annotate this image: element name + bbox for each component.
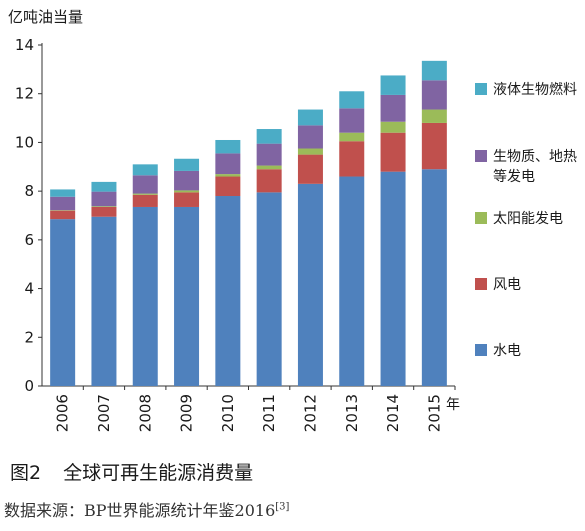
bar-segment [50, 189, 76, 197]
bar-segment [50, 196, 76, 211]
bar-segment [215, 153, 241, 175]
figure-caption: 图2 全球可再生能源消费量 [10, 458, 253, 485]
legend-label: 液体生物燃料 [493, 81, 577, 98]
legend-swatch [475, 278, 487, 290]
legend-label: 生物质、地热等发电 [493, 149, 577, 185]
bar-segment [297, 148, 323, 155]
bar-segment [215, 174, 241, 177]
x-tick-label: 2006 [54, 394, 72, 432]
bar-segment [339, 91, 365, 109]
bar-segment [132, 193, 158, 195]
figure-title: 全球可再生能源消费量 [63, 462, 254, 484]
bar-segment [256, 169, 282, 193]
bar-segment [380, 121, 406, 133]
bar-segment [132, 164, 158, 176]
bar-segment [339, 132, 365, 142]
bar-segment [132, 194, 158, 207]
bar-segment [297, 183, 323, 386]
x-tick-label: 2013 [343, 394, 361, 432]
bar-segment [91, 191, 117, 207]
bar-segment [421, 169, 447, 386]
bar-segment [174, 170, 200, 191]
legend-swatch [475, 212, 487, 224]
bar-segment [380, 94, 406, 122]
legend-label: 太阳能发电 [493, 211, 563, 227]
bar-segment [297, 109, 323, 126]
bar-segment [339, 141, 365, 177]
bar-segment [256, 129, 282, 144]
x-axis: 2006 2007 2008 2009 2010 2011 2012 2013 2014 2015 [42, 385, 456, 432]
bar-segment [421, 122, 447, 170]
bar-segment [297, 125, 323, 149]
y-tick-label: 6 [24, 231, 34, 249]
bar-segment [91, 206, 117, 207]
bar-segment [132, 206, 158, 386]
bar-segment [215, 139, 241, 154]
bar-segment [215, 196, 241, 386]
figure-number: 图2 [10, 462, 42, 484]
y-axis: 0 2 4 6 8 10 12 14 [15, 36, 43, 395]
y-tick-label: 10 [15, 133, 34, 151]
legend-swatch [475, 150, 487, 162]
bar-segment [339, 176, 365, 386]
x-tick-label: 2008 [136, 394, 154, 432]
bar-segment [380, 132, 406, 172]
x-tick-label: 2014 [384, 394, 402, 432]
bar-segment [50, 219, 76, 386]
bar-segment [174, 192, 200, 207]
legend-label: 风电 [493, 277, 521, 293]
bar-segment [380, 171, 406, 386]
bar-segment [174, 190, 200, 193]
x-tick-label: 2007 [95, 394, 113, 432]
y-tick-label: 14 [15, 36, 34, 54]
bar-segment [256, 192, 282, 386]
data-source-text: 数据来源：BP世界能源统计年鉴2016 [4, 501, 276, 520]
bar-segment [91, 216, 117, 386]
bar-segment [256, 165, 282, 170]
bar-segment [91, 206, 117, 217]
data-source-ref: [3] [275, 501, 290, 513]
bar-segment [215, 176, 241, 197]
y-tick-label: 2 [24, 328, 34, 346]
legend-swatch [475, 344, 487, 356]
bar-segment [91, 181, 117, 192]
bar-segment [174, 206, 200, 386]
bar-segment [421, 109, 447, 123]
y-tick-label: 0 [24, 377, 34, 395]
y-tick-label: 8 [24, 182, 34, 200]
legend-label: 水电 [493, 343, 521, 359]
bar-segment [380, 75, 406, 95]
y-axis-label: 亿吨油当量 [8, 8, 83, 26]
x-tick-label: 2011 [260, 394, 278, 432]
bar-segment [339, 108, 365, 133]
x-tick-label: 2015 [425, 394, 443, 432]
bar-segment [132, 175, 158, 194]
x-tick-label: 2012 [301, 394, 319, 432]
y-tick-label: 4 [24, 280, 34, 298]
bars [50, 60, 447, 386]
bar-segment [174, 158, 200, 171]
legend-swatch [475, 83, 487, 95]
bar-segment [297, 154, 323, 184]
bar-segment [256, 143, 282, 166]
bar-segment [421, 60, 447, 81]
y-tick-label: 12 [15, 85, 34, 103]
x-axis-unit: 年 [446, 397, 460, 413]
x-tick-label: 2010 [219, 394, 237, 432]
x-tick-label: 2009 [178, 394, 196, 432]
bar-segment [421, 80, 447, 110]
bar-segment [50, 210, 76, 220]
data-source: 数据来源：BP世界能源统计年鉴2016[3] [4, 497, 289, 521]
